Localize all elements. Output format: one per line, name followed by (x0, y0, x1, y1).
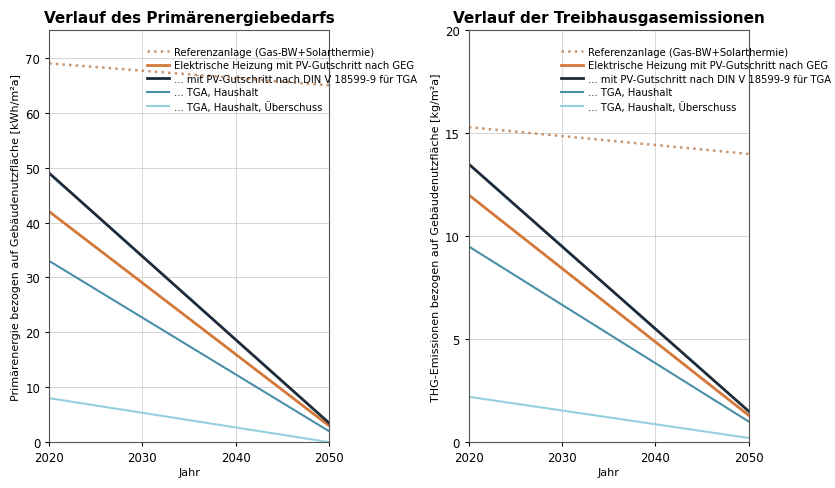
X-axis label: Jahr: Jahr (598, 467, 620, 477)
X-axis label: Jahr: Jahr (178, 467, 200, 477)
Legend: Referenzanlage (Gas-BW+Solarthermie), Elektrische Heizung mit PV-Gutschritt nach: Referenzanlage (Gas-BW+Solarthermie), El… (144, 44, 420, 115)
Y-axis label: Primärenergie bezogen auf Gebäudenutzfläche [kWh/m²a]: Primärenergie bezogen auf Gebäudenutzflä… (11, 74, 21, 400)
Title: Verlauf des Primärenergiebedarfs: Verlauf des Primärenergiebedarfs (43, 11, 335, 26)
Title: Verlauf der Treibhausgasemissionen: Verlauf der Treibhausgasemissionen (453, 11, 765, 26)
Legend: Referenzanlage (Gas-BW+Solarthermie), Elektrische Heizung mit PV-Gutschritt nach: Referenzanlage (Gas-BW+Solarthermie), El… (558, 44, 834, 115)
Y-axis label: THG-Emissionen bezogen auf Gebäudenutzfläche [kg/m²a]: THG-Emissionen bezogen auf Gebäudenutzfl… (431, 73, 441, 401)
